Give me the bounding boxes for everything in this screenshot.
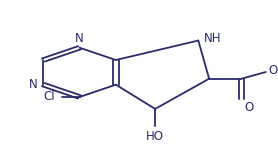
Text: HO: HO — [146, 130, 164, 143]
Text: Cl: Cl — [44, 90, 55, 104]
Text: NH: NH — [204, 32, 221, 45]
Text: O: O — [269, 64, 278, 77]
Text: O: O — [244, 101, 254, 114]
Text: N: N — [75, 31, 84, 45]
Text: N: N — [29, 78, 38, 91]
